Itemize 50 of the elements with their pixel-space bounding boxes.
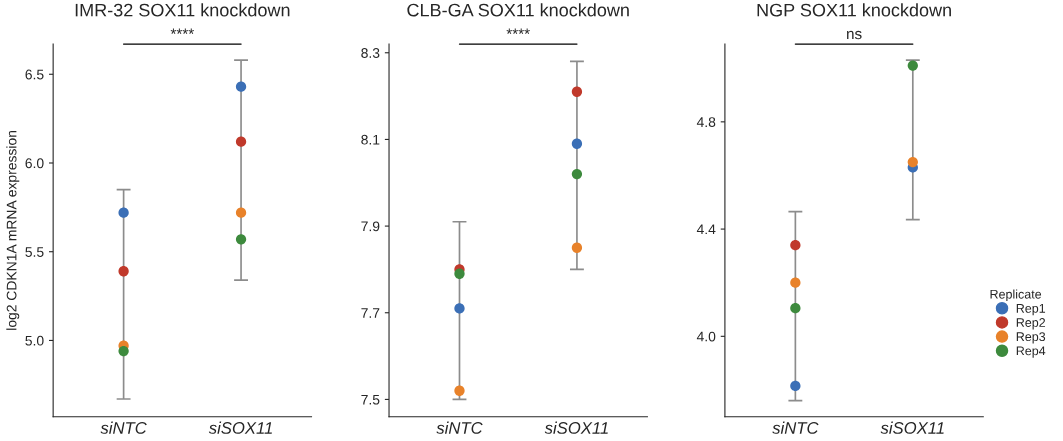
y-tick-label: 4.4 <box>696 224 716 235</box>
y-axis-title: log2 CDKN1A mRNA expression <box>6 130 20 330</box>
point <box>118 266 129 277</box>
y-tick-label: 8.1 <box>361 134 380 145</box>
legend-label: Rep3 <box>1016 332 1046 344</box>
text: **** <box>506 28 530 34</box>
y-tick-label: 6.5 <box>25 69 44 80</box>
x-tick-label: siNTC <box>100 421 147 434</box>
point <box>118 345 129 357</box>
point <box>790 303 801 314</box>
y-tick-label: 5.5 <box>25 247 44 257</box>
y-tick-label: 7.9 <box>361 221 380 232</box>
text: **** <box>170 28 194 34</box>
x-tick-label: siNTC <box>772 421 819 434</box>
point <box>571 138 583 149</box>
legend-label: Rep1 <box>1016 304 1046 316</box>
point <box>454 268 465 279</box>
chart-title: CLB-GA SOX11 knockdown <box>407 3 629 17</box>
chart-title: IMR-32 SOX11 knockdown <box>75 3 290 17</box>
point <box>907 156 918 168</box>
legend-title: Replicate <box>990 289 1042 302</box>
y-tick-label: 5.0 <box>25 335 44 346</box>
y-tick-label: 7.5 <box>361 394 380 405</box>
x-tick-label: siSOX11 <box>208 421 272 434</box>
point <box>790 277 801 288</box>
text: ns <box>847 30 862 40</box>
point <box>454 303 465 314</box>
chart-title: NGP SOX11 knockdown <box>757 3 951 17</box>
point <box>571 242 583 253</box>
legend-label: Rep4 <box>1016 346 1046 358</box>
point <box>571 168 583 180</box>
x-tick-label: siNTC <box>436 421 483 434</box>
point <box>454 385 465 396</box>
y-tick-label: 4.8 <box>696 117 716 128</box>
point <box>907 60 918 71</box>
x-tick-label: siSOX11 <box>544 421 608 434</box>
point <box>235 207 247 218</box>
point <box>235 136 247 147</box>
x-tick-label: siSOX11 <box>880 421 944 434</box>
y-tick-label: 8.3 <box>361 48 380 58</box>
y-tick-label: 4.0 <box>696 331 716 342</box>
legend-label: Rep2 <box>1016 318 1046 330</box>
point <box>571 86 583 97</box>
y-tick-label: 7.7 <box>361 308 380 318</box>
y-tick-label: 6.0 <box>25 158 44 169</box>
point <box>235 81 247 92</box>
point <box>790 380 801 392</box>
point <box>118 207 129 218</box>
point <box>235 234 247 245</box>
point <box>790 240 801 251</box>
